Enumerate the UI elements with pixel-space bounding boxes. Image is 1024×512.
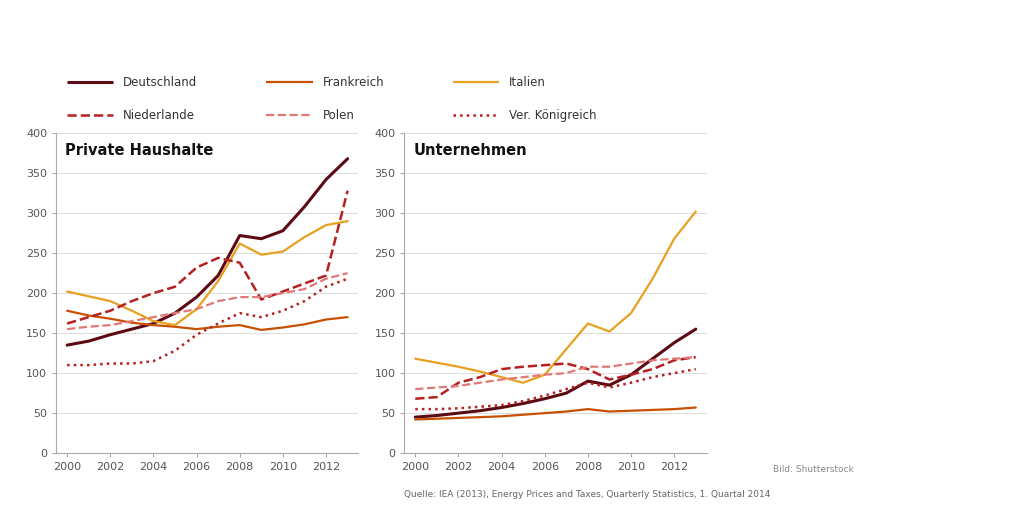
Text: Polen: Polen bbox=[323, 109, 354, 121]
Text: Niederlande: Niederlande bbox=[123, 109, 196, 121]
Text: Unternehmen: Unternehmen bbox=[414, 143, 527, 158]
Text: Quelle: IEA (2013), Energy Prices and Taxes, Quarterly Statistics, 1. Quartal 20: Quelle: IEA (2013), Energy Prices and Ta… bbox=[404, 490, 771, 499]
Text: Private Haushalte: Private Haushalte bbox=[66, 143, 214, 158]
Text: )): )) bbox=[13, 19, 40, 47]
Text: Frankreich: Frankreich bbox=[323, 76, 384, 89]
Text: Bild: Shutterstock: Bild: Shutterstock bbox=[773, 464, 854, 474]
Text: Italien: Italien bbox=[509, 76, 546, 89]
Text: US-$/MWh, kaufkraftbereinigt: US-$/MWh, kaufkraftbereinigt bbox=[49, 48, 234, 60]
Text: Deutschland: Deutschland bbox=[123, 76, 198, 89]
Text: Strompreise für private Haushalte und Unternehmen: Strompreise für private Haushalte und Un… bbox=[49, 13, 610, 32]
Text: Ver. Königreich: Ver. Königreich bbox=[509, 109, 597, 121]
